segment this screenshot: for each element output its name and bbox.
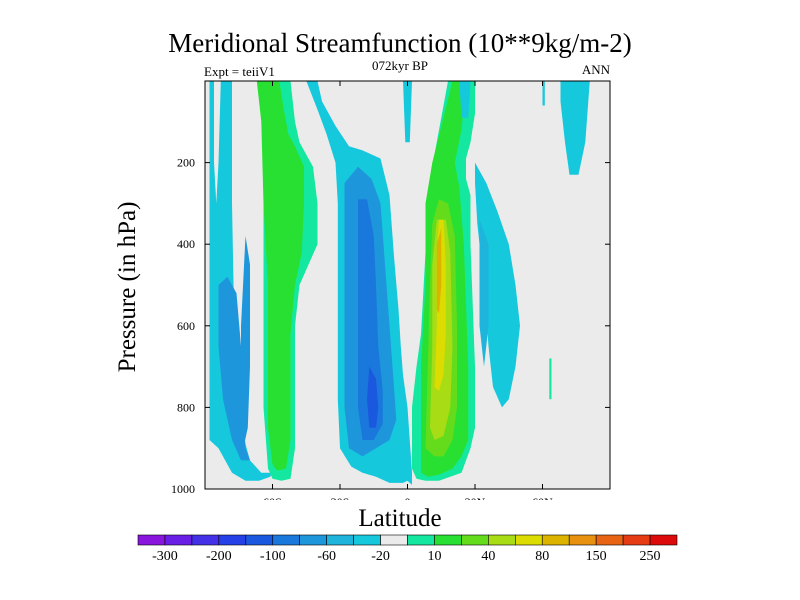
colorbar-label-8: 150 bbox=[586, 549, 607, 564]
x-tick-label-1: 30S bbox=[331, 495, 350, 500]
colorbar-box-12 bbox=[461, 534, 489, 546]
colorbar-label-6: 40 bbox=[481, 549, 495, 564]
colorbar-box-6 bbox=[299, 534, 327, 546]
colorbar-box-16 bbox=[568, 534, 597, 546]
contour-region-8 bbox=[256, 81, 304, 471]
contour-region-21 bbox=[549, 358, 552, 400]
y-tick-label-4: 1000 bbox=[171, 482, 195, 496]
contour-region-17 bbox=[560, 81, 590, 175]
y-tick-label-3: 800 bbox=[177, 400, 195, 414]
x-tick-label-2: 0 bbox=[405, 495, 411, 500]
colorbar-box-10 bbox=[407, 534, 435, 546]
contour-region-16 bbox=[479, 219, 489, 367]
contour-region-6 bbox=[367, 366, 379, 428]
colorbar-box-3 bbox=[218, 534, 247, 546]
colorbar-label-4: -20 bbox=[371, 549, 390, 564]
contour-region-2 bbox=[241, 236, 250, 449]
y-tick-label-2: 600 bbox=[177, 319, 195, 333]
colorbar-box-4 bbox=[245, 534, 274, 546]
contour-region-19 bbox=[459, 81, 471, 118]
contour-region-5 bbox=[358, 199, 383, 440]
colorbar-box-18 bbox=[622, 534, 651, 546]
x-tick-label-4: 60N bbox=[532, 495, 553, 500]
colorbar-label-7: 80 bbox=[535, 549, 549, 564]
colorbar-label-0: -300 bbox=[152, 549, 178, 564]
colorbar-box-13 bbox=[488, 534, 516, 546]
contour-fills bbox=[209, 81, 590, 485]
y-tick-label-0: 200 bbox=[177, 156, 195, 170]
colorbar-box-9 bbox=[380, 534, 408, 546]
colorbar-box-8 bbox=[353, 534, 381, 546]
contour-plot: 60S 30S 0 30N 60N 200 400 600 800 1000 bbox=[171, 80, 611, 500]
x-tick-label-0: 60S bbox=[263, 495, 282, 500]
colorbar-label-9: 250 bbox=[640, 549, 661, 564]
colorbar-label-2: -100 bbox=[260, 549, 286, 564]
colorbar-label-5: 10 bbox=[427, 549, 441, 564]
colorbar-box-7 bbox=[326, 534, 354, 546]
colorbar-box-5 bbox=[272, 534, 301, 546]
colorbar-box-17 bbox=[595, 534, 624, 546]
x-axis-label: Latitude bbox=[358, 505, 442, 532]
colorbar-box-14 bbox=[514, 534, 543, 546]
season-label: ANN bbox=[581, 62, 610, 77]
x-tick-label-3: 30N bbox=[465, 495, 486, 500]
y-tick-label-1: 400 bbox=[177, 237, 195, 251]
colorbar-box-2 bbox=[191, 534, 220, 546]
colorbar-label-1: -200 bbox=[206, 549, 232, 564]
colorbar-box-0 bbox=[137, 534, 166, 546]
colorbar-box-15 bbox=[541, 534, 570, 546]
colorbar-box-11 bbox=[434, 534, 462, 546]
contour-region-15 bbox=[475, 162, 520, 408]
colorbar-box-1 bbox=[164, 534, 193, 546]
contour-region-14 bbox=[436, 227, 442, 314]
experiment-label: Expt = teiiV1 bbox=[204, 64, 275, 79]
chart-subtitle: 072kyr BP bbox=[372, 58, 428, 73]
contour-region-20 bbox=[542, 81, 545, 106]
colorbar-label-3: -60 bbox=[317, 549, 336, 564]
contour-region-18 bbox=[403, 81, 412, 143]
colorbar-box-19 bbox=[649, 534, 678, 546]
chart-title: Meridional Streamfunction (10**9kg/m-2) bbox=[168, 28, 632, 58]
